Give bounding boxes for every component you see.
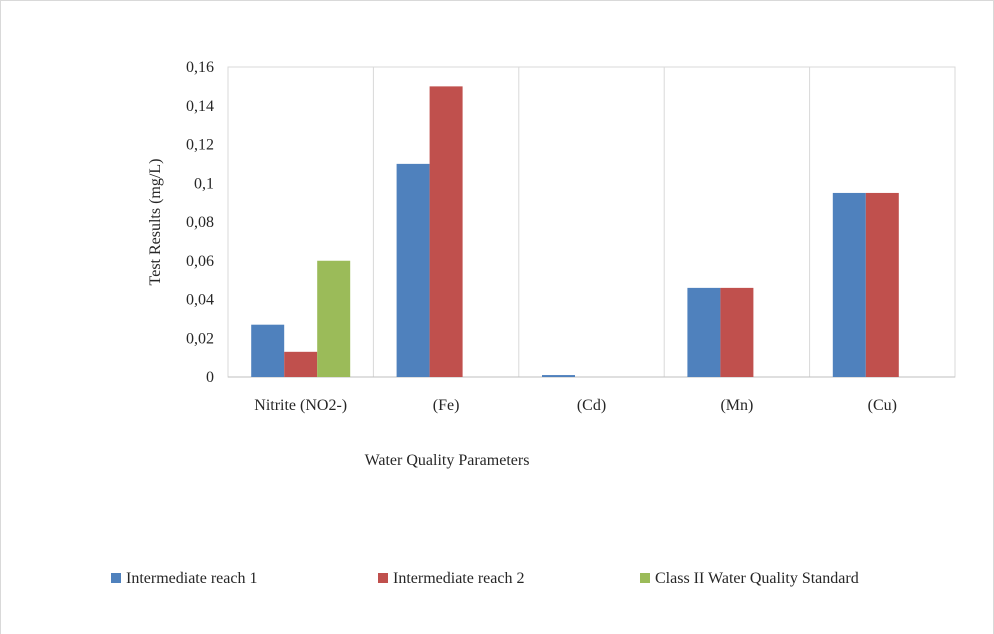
x-tick-label: (Fe) <box>433 397 460 414</box>
bar <box>251 324 285 377</box>
x-tick-label: Nitrite (NO2-) <box>254 397 347 414</box>
legend-swatch <box>111 573 121 583</box>
bar <box>865 192 899 377</box>
bar <box>687 287 721 377</box>
bar <box>720 287 754 377</box>
x-tick-label: (Mn) <box>720 397 753 414</box>
y-tick-label: 0,08 <box>186 214 214 231</box>
y-tick-label: 0 <box>206 369 214 386</box>
y-tick-label: 0,06 <box>186 253 214 270</box>
legend-label: Class II Water Quality Standard <box>655 570 859 587</box>
y-tick-label: 0,16 <box>186 59 214 76</box>
bar <box>317 260 351 377</box>
y-tick-labels: 0 0,02 0,04 0,06 0,08 0,1 0,12 0,14 0,16 <box>186 59 214 386</box>
legend-label: Intermediate reach 1 <box>126 570 257 587</box>
bar <box>429 86 463 377</box>
x-tick-label: (Cd) <box>577 397 606 414</box>
y-tick-label: 0,12 <box>186 137 214 154</box>
bars <box>251 86 899 377</box>
legend-label: Intermediate reach 2 <box>393 570 524 587</box>
y-axis-title: Test Results (mg/L) <box>147 159 164 286</box>
x-tick-labels: Nitrite (NO2-) (Fe) (Cd) (Mn) (Cu) <box>254 397 897 414</box>
bar <box>542 375 575 377</box>
y-tick-label: 0,14 <box>186 98 214 115</box>
y-tick-label: 0,1 <box>194 175 214 192</box>
legend: Intermediate reach 1 Intermediate reach 2… <box>111 570 859 587</box>
y-tick-label: 0,04 <box>186 292 214 309</box>
x-axis-title: Water Quality Parameters <box>365 452 530 469</box>
x-tick-label: (Cu) <box>868 397 897 414</box>
bar <box>396 163 430 377</box>
legend-swatch <box>640 573 650 583</box>
bar <box>832 192 866 377</box>
legend-swatch <box>378 573 388 583</box>
y-tick-label: 0,02 <box>186 330 214 347</box>
bar <box>284 351 318 377</box>
